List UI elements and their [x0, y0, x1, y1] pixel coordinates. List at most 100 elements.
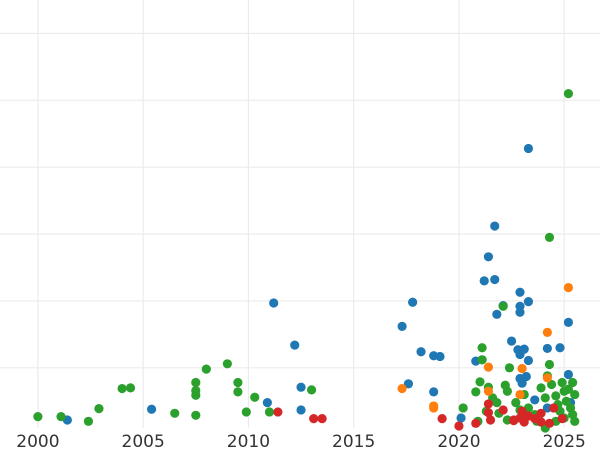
data-point-series1-28 [515, 307, 525, 317]
data-point-series1-5 [290, 340, 300, 350]
data-point-series3-17 [536, 408, 546, 418]
data-point-series2-44 [544, 359, 555, 370]
data-point-series2-27 [492, 397, 502, 408]
data-point-series3-22 [509, 416, 519, 426]
x-tick-label-2005: 2005 [122, 432, 165, 450]
data-point-series3-21 [536, 417, 546, 427]
data-point-series2-63 [559, 386, 569, 396]
data-point-series2-5 [117, 383, 127, 394]
data-point-series1-31 [517, 378, 527, 388]
data-point-series3-10 [498, 405, 508, 415]
data-point-series2-31 [502, 386, 512, 396]
data-point-series2-2 [56, 412, 66, 422]
data-point-series2-1 [33, 412, 43, 422]
data-point-series1-42 [530, 395, 540, 405]
data-point-series1-15 [456, 413, 466, 423]
data-point-series1-9 [403, 379, 414, 389]
data-point-series1-4 [269, 298, 279, 308]
data-point-series2-10 [191, 390, 201, 400]
data-point-series1-37 [542, 343, 552, 354]
data-point-series2-21 [471, 387, 481, 397]
data-point-series2-14 [233, 377, 243, 388]
data-point-series4-4 [483, 362, 494, 372]
data-point-series3-5 [454, 421, 464, 431]
data-point-series1-33 [521, 371, 531, 382]
data-point-series2-56 [568, 377, 578, 388]
data-point-series3-8 [483, 408, 494, 418]
data-point-series3-3 [317, 414, 327, 424]
data-point-series4-1 [397, 383, 407, 394]
x-tick-label-2000: 2000 [16, 432, 59, 450]
data-point-series3-1 [273, 407, 283, 417]
data-point-series2-19 [306, 385, 317, 395]
data-point-series4-10 [563, 282, 574, 293]
data-point-series1-40 [563, 369, 574, 380]
data-point-series1-26 [515, 287, 525, 297]
data-point-series3-9 [485, 415, 496, 425]
data-point-series3-20 [557, 414, 567, 424]
x-tick-label-2020: 2020 [437, 432, 480, 450]
data-point-series1-43 [542, 403, 552, 413]
data-point-series1-8 [397, 321, 407, 331]
horizontal-gridlines [0, 32, 600, 369]
data-point-series1-39 [563, 317, 574, 327]
data-point-series1-18 [479, 276, 489, 286]
data-points [33, 89, 580, 433]
data-point-series1-11 [416, 347, 426, 357]
data-point-series4-9 [542, 373, 552, 383]
x-axis-tick-labels: 2000 2005 2010 2015 2020 2025 [16, 432, 586, 450]
data-point-series2-18 [264, 407, 275, 417]
data-point-series1-13 [429, 387, 439, 397]
data-point-series2-4 [94, 404, 104, 414]
vertical-gridlines [37, 0, 565, 428]
data-point-series2-58 [570, 416, 580, 426]
data-point-series2-40 [540, 393, 550, 403]
data-point-series1-22 [492, 309, 502, 319]
data-point-series2-11 [191, 410, 201, 420]
data-point-series3-7 [483, 399, 494, 409]
data-point-series2-49 [557, 377, 567, 388]
data-point-series3-4 [437, 414, 447, 424]
data-point-series2-12 [201, 364, 211, 374]
data-point-series1-20 [490, 274, 500, 285]
data-point-series1-7 [296, 405, 306, 415]
x-tick-label-2025: 2025 [543, 432, 586, 450]
data-point-series2-43 [544, 232, 555, 243]
data-point-series1-6 [296, 382, 306, 392]
data-point-series2-46 [551, 391, 561, 401]
data-point-series1-10 [408, 297, 418, 307]
data-point-series2-33 [504, 363, 515, 373]
data-point-series2-20 [458, 403, 468, 413]
x-tick-label-2015: 2015 [332, 432, 375, 450]
data-point-series3-2 [309, 414, 319, 424]
data-point-series1-35 [523, 143, 534, 154]
data-point-series2-39 [536, 383, 546, 393]
data-point-series2-3 [83, 416, 94, 426]
data-point-series2-6 [125, 383, 136, 393]
data-point-series1-38 [555, 343, 565, 353]
data-point-series4-8 [542, 327, 552, 337]
data-point-series1-19 [483, 252, 494, 262]
data-point-series2-22 [475, 377, 485, 387]
data-point-series1-34 [523, 355, 534, 366]
data-point-series2-53 [563, 89, 574, 99]
data-point-series2-15 [233, 387, 243, 397]
data-point-series2-45 [546, 379, 557, 390]
data-point-series1-36 [523, 297, 534, 307]
data-point-series2-7 [170, 408, 180, 418]
x-tick-label-2010: 2010 [227, 432, 270, 450]
data-point-series2-34 [511, 397, 521, 408]
data-point-series4-5 [483, 386, 494, 396]
data-point-series2-29 [498, 301, 508, 311]
data-point-series1-24 [506, 336, 517, 346]
data-point-series2-24 [477, 355, 487, 365]
data-point-series1-21 [490, 221, 500, 231]
data-point-series2-13 [222, 359, 232, 369]
data-point-series1-2 [146, 404, 157, 414]
data-point-series1-14 [435, 351, 445, 362]
data-point-series3-6 [471, 418, 481, 428]
data-point-series3-18 [544, 418, 555, 428]
